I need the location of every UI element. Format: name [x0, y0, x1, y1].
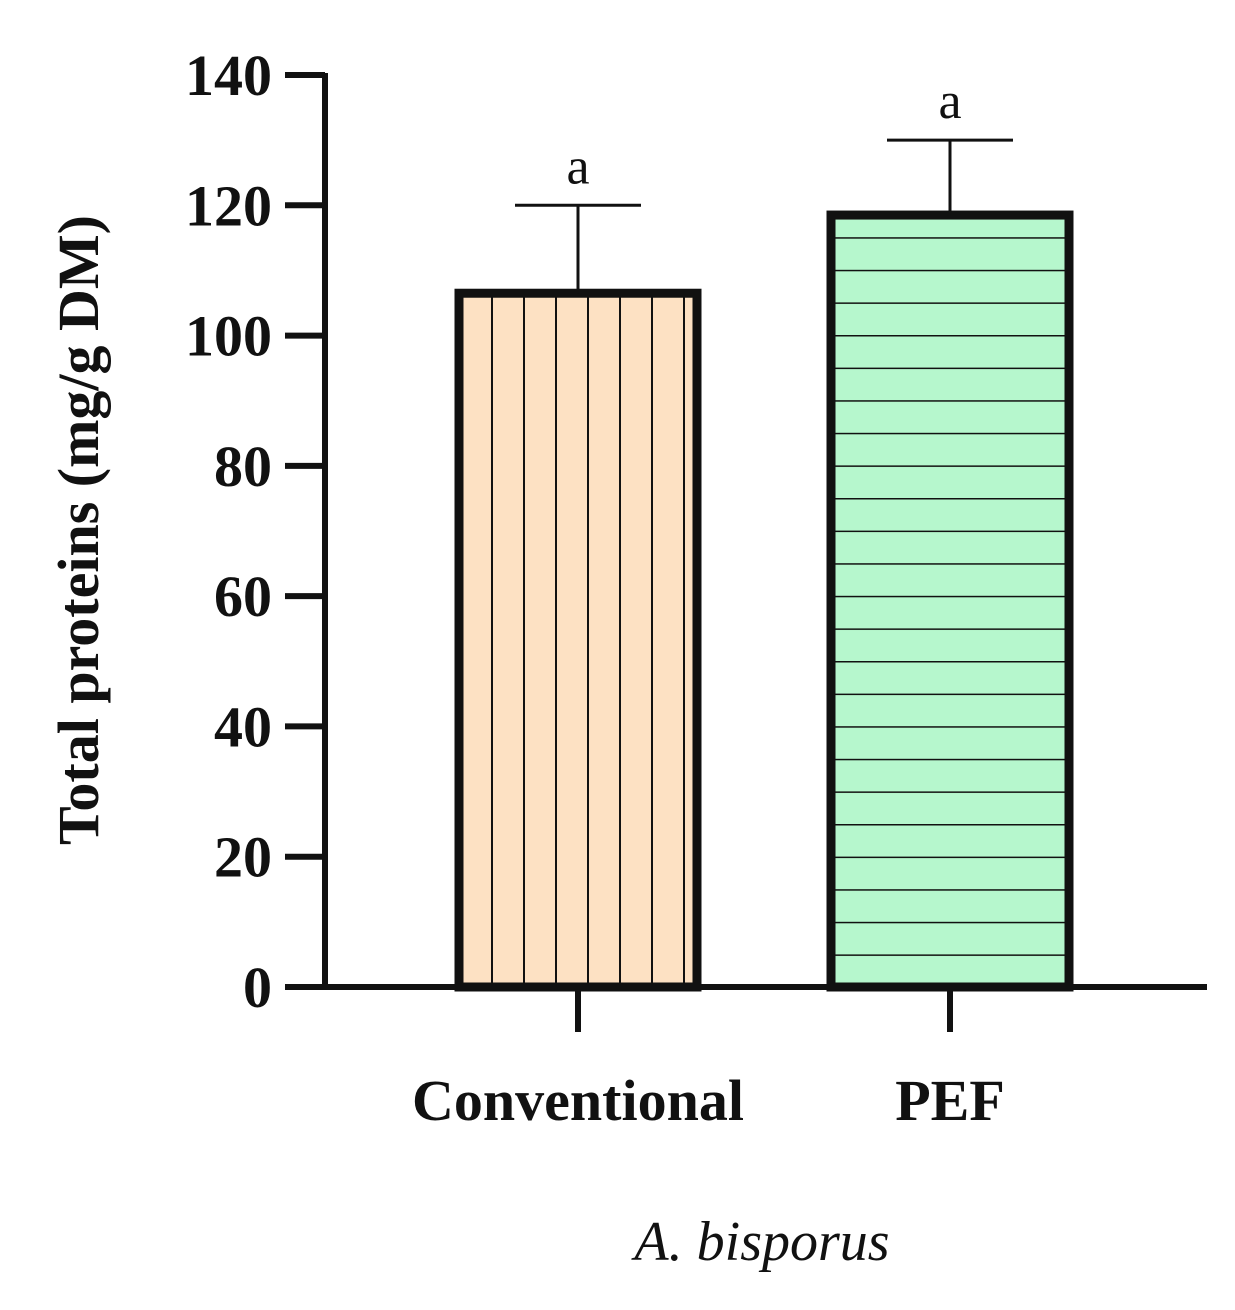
y-tick-label: 0: [243, 955, 272, 1020]
x-category-label: Conventional: [412, 1068, 744, 1133]
y-tick-label: 40: [214, 694, 272, 759]
y-tick-label: 80: [214, 434, 272, 499]
bar-conventional: [454, 288, 702, 992]
y-tick-label: 60: [214, 564, 272, 629]
significance-label: a: [938, 73, 961, 130]
error-bars-layer: [515, 138, 1013, 294]
y-tick-label: 100: [185, 304, 272, 369]
bars-layer: [454, 210, 1074, 992]
x-axis-title: A. bisporus: [630, 1211, 889, 1273]
x-ticks: Conventional PEF: [412, 987, 1005, 1133]
bar-pef: [826, 210, 1074, 992]
y-tick-label: 140: [185, 43, 272, 108]
x-axis: Conventional PEF: [285, 984, 1207, 1133]
significance-labels-layer: aa: [566, 73, 961, 195]
y-tick-label: 120: [185, 173, 272, 238]
y-axis: 0 20 40 60 80 100 120 140: [185, 43, 328, 1020]
y-tick-label: 20: [214, 825, 272, 890]
x-category-label: PEF: [895, 1068, 1005, 1133]
y-ticks: 0 20 40 60 80 100 120 140: [185, 43, 325, 1020]
y-axis-title: Total proteins (mg/g DM): [46, 215, 111, 845]
significance-label: a: [566, 138, 589, 195]
